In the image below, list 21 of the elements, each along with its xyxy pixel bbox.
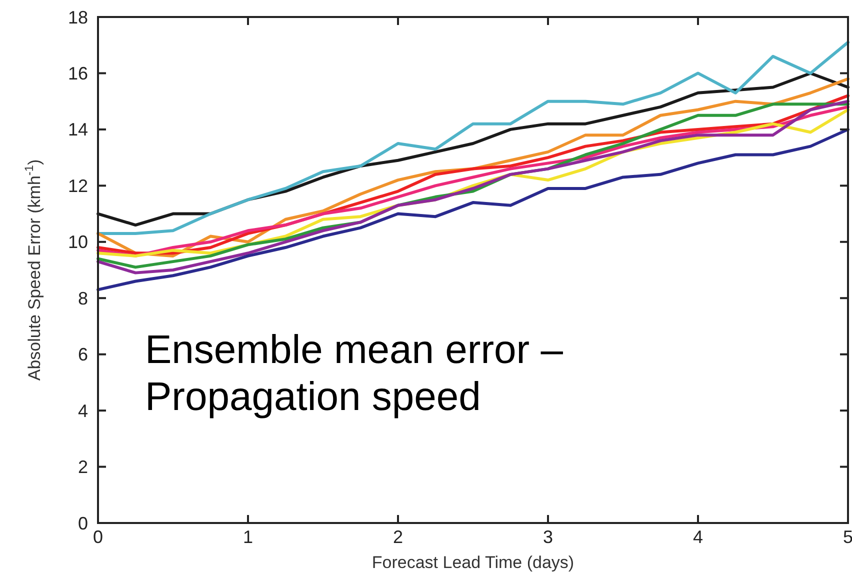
x-tick-label: 5	[842, 527, 852, 547]
annotation: Propagation speed	[145, 375, 481, 419]
y-tick-label: 4	[78, 400, 88, 421]
y-tick-label: 10	[68, 232, 88, 252]
x-axis-title: Forecast Lead Time (days)	[372, 553, 574, 572]
x-tick-label: 2	[392, 527, 404, 547]
y-tick-label: 0	[78, 513, 88, 534]
y-tick-label: 18	[68, 7, 88, 28]
y-tick-label: 16	[68, 64, 88, 84]
line-series	[96, 40, 850, 235]
y-tick-label: 8	[78, 288, 88, 308]
y-tick-label: 12	[68, 176, 88, 196]
y-tick-label: 2	[78, 457, 88, 478]
x-tick-label: 0	[92, 527, 104, 547]
x-tick-label: 4	[692, 527, 704, 547]
x-tick-label: 3	[542, 527, 554, 547]
annotation: Ensemble mean error –	[145, 328, 564, 372]
x-tick-label: 1	[242, 527, 254, 547]
y-tick-label: 14	[68, 120, 88, 140]
y-tick-label: 6	[78, 344, 88, 365]
line-series	[96, 128, 850, 292]
